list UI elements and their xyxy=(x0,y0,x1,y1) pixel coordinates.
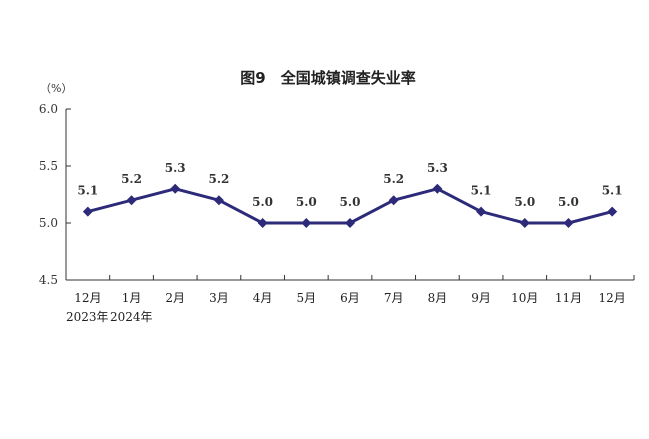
x-tick-label: 4月 xyxy=(253,291,273,305)
y-tick-label: 5.0 xyxy=(39,216,58,230)
data-label: 5.3 xyxy=(165,161,186,175)
data-point xyxy=(432,183,443,194)
data-point xyxy=(126,195,137,206)
x-tick-label: 5月 xyxy=(296,291,316,305)
data-point xyxy=(563,218,574,228)
x-tick-label: 3月 xyxy=(209,291,229,305)
x-tick-label: 12月 xyxy=(74,291,101,305)
x-tick-label: 6月 xyxy=(340,291,360,305)
data-label: 5.0 xyxy=(296,195,317,209)
x-tick-label: 1月 xyxy=(122,291,142,305)
chart-title: 图9 全国城镇调查失业率 xyxy=(240,69,415,87)
data-point xyxy=(476,206,487,217)
data-labels: 5.1 5.2 5.3 5.2 5.0 5.0 5.0 5.2 5.3 5.1 5.0 5.0 5.1 xyxy=(77,161,622,209)
data-label: 5.1 xyxy=(77,184,98,198)
y-tick-label: 5.5 xyxy=(39,159,58,173)
data-label: 5.1 xyxy=(602,184,623,198)
data-point xyxy=(213,195,224,206)
x-tick-label: 8月 xyxy=(428,291,448,305)
data-label: 5.0 xyxy=(340,195,361,209)
x-tick-label: 2月 xyxy=(165,291,185,305)
data-point xyxy=(388,195,399,206)
x-ticks: 12月 1月 2月 3月 4月 5月 6月 7月 8月 9月 10月 11月 12月 xyxy=(74,275,635,305)
data-label: 5.0 xyxy=(514,195,535,209)
data-point xyxy=(82,206,93,217)
data-label: 5.1 xyxy=(471,184,492,198)
y-ticks: 4.5 5.0 5.5 6.0 xyxy=(39,102,71,287)
y-tick-label: 6.0 xyxy=(39,102,58,116)
data-point xyxy=(345,218,355,228)
data-label: 5.0 xyxy=(558,195,579,209)
data-label: 5.2 xyxy=(121,172,142,186)
data-label: 5.2 xyxy=(383,172,404,186)
x-tick-label: 9月 xyxy=(471,291,491,305)
year-label-2024: 2024年 xyxy=(110,310,153,324)
data-point xyxy=(519,218,530,228)
data-point xyxy=(607,206,618,217)
x-tick-label: 7月 xyxy=(384,291,404,305)
year-label-2023: 2023年 xyxy=(66,310,109,324)
data-point xyxy=(301,218,312,228)
x-tick-label: 12月 xyxy=(599,291,626,305)
y-axis-unit: （%） xyxy=(40,82,72,95)
y-tick-label: 4.5 xyxy=(39,273,58,287)
data-label: 5.3 xyxy=(427,161,448,175)
data-point xyxy=(170,183,181,194)
data-label: 5.2 xyxy=(208,172,229,186)
data-label: 5.0 xyxy=(252,195,273,209)
x-tick-label: 10月 xyxy=(511,291,538,305)
x-tick-label: 11月 xyxy=(555,291,582,305)
data-markers xyxy=(82,183,618,228)
data-point xyxy=(257,218,268,228)
